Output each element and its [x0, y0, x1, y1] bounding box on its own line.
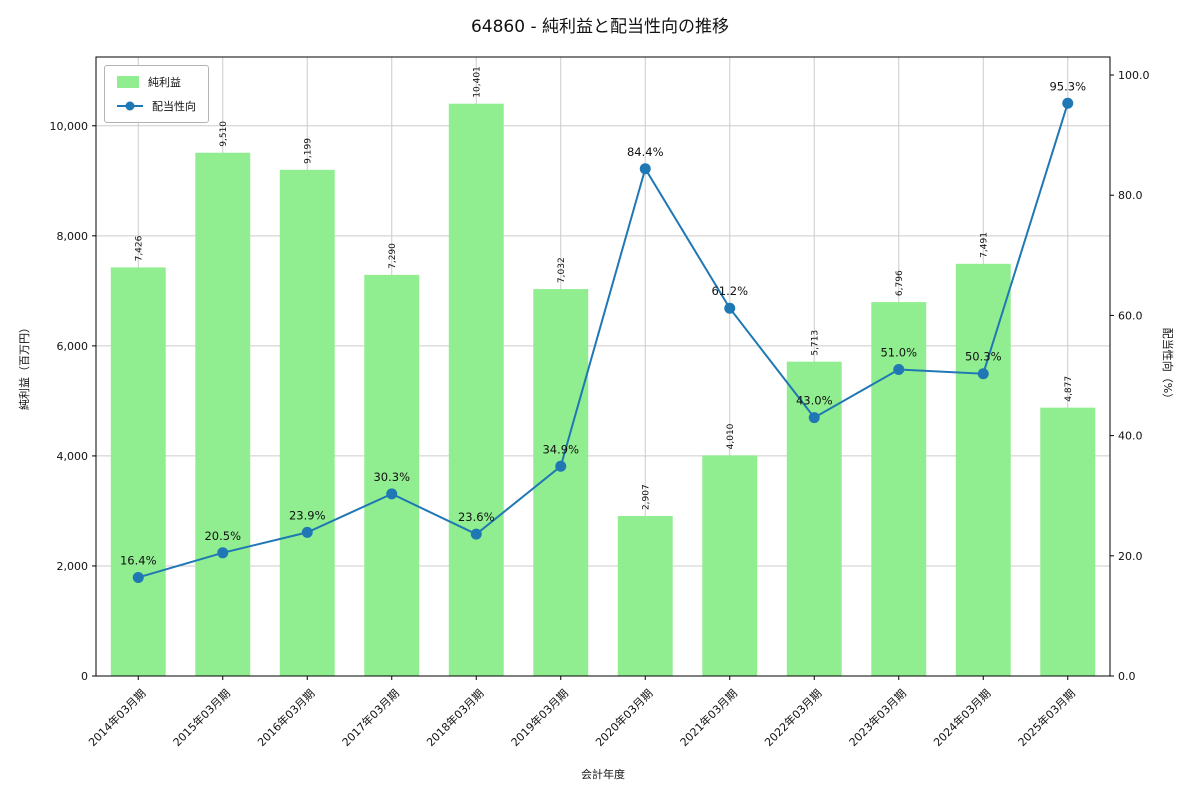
- legend-label-payout-ratio: 配当性向: [152, 100, 196, 113]
- y-axis-label-right: 配当性向（%）: [1161, 327, 1174, 405]
- x-tick-label: 2023年03月期: [846, 686, 909, 749]
- bar-net-profit: [364, 274, 420, 676]
- payout-ratio-label: 95.3%: [1049, 79, 1086, 93]
- x-tick-label: 2022年03月期: [761, 686, 824, 749]
- payout-ratio-marker: [470, 528, 482, 540]
- payout-ratio-marker: [555, 460, 567, 472]
- bar-value-label: 7,426: [135, 235, 145, 261]
- x-tick-label: 2019年03月期: [508, 686, 571, 749]
- legend-label-net-profit: 純利益: [148, 76, 181, 89]
- legend-item-net-profit: 純利益: [117, 74, 196, 90]
- payout-ratio-label: 51.0%: [880, 346, 917, 360]
- y-tick-label-left: 8,000: [57, 230, 89, 243]
- bar-net-profit: [1040, 407, 1096, 676]
- payout-ratio-label: 30.3%: [373, 470, 410, 484]
- x-tick-label: 2025年03月期: [1015, 686, 1078, 749]
- y-tick-label-right: 0.0: [1118, 670, 1136, 683]
- bar-value-label: 4,877: [1064, 376, 1074, 402]
- x-tick-label: 2017年03月期: [339, 686, 402, 749]
- bar-swatch-icon: [117, 76, 139, 88]
- payout-ratio-marker: [893, 364, 905, 376]
- bar-value-label: 5,713: [811, 330, 821, 356]
- x-tick-label: 2018年03月期: [423, 686, 486, 749]
- payout-ratio-label: 23.6%: [458, 510, 495, 524]
- x-tick-label: 2014年03月期: [85, 686, 148, 749]
- payout-ratio-label: 23.9%: [289, 508, 326, 522]
- payout-ratio-marker: [386, 488, 398, 500]
- plot-border: [95, 56, 1111, 677]
- bar-value-label: 9,510: [219, 121, 229, 147]
- bar-net-profit: [617, 516, 673, 676]
- payout-ratio-marker: [1062, 97, 1074, 109]
- bar-net-profit: [702, 455, 758, 676]
- payout-ratio-marker: [808, 412, 820, 424]
- y-tick-label-right: 40.0: [1118, 430, 1143, 443]
- legend-item-payout-ratio: 配当性向: [117, 98, 196, 114]
- x-tick-label: 2024年03月期: [930, 686, 993, 749]
- x-tick-label: 2020年03月期: [592, 686, 655, 749]
- bar-value-label: 7,491: [980, 232, 990, 258]
- payout-ratio-label: 34.9%: [542, 442, 579, 456]
- bar-value-label: 6,796: [895, 270, 905, 296]
- payout-ratio-marker: [132, 571, 144, 583]
- y-tick-label-left: 2,000: [57, 560, 89, 573]
- payout-ratio-line: [137, 102, 1069, 579]
- chart-title: 64860 - 純利益と配当性向の推移: [470, 17, 730, 37]
- legend: 純利益 配当性向: [104, 65, 209, 123]
- y-tick-label-right: 20.0: [1118, 550, 1143, 563]
- bar-value-label: 4,010: [726, 423, 736, 449]
- payout-ratio-marker: [639, 163, 651, 175]
- y-tick-label-left: 10,000: [50, 120, 89, 133]
- bar-net-profit: [279, 169, 335, 676]
- payout-ratio-marker: [217, 547, 229, 559]
- y-tick-label-left: 0: [81, 670, 88, 683]
- bar-net-profit: [110, 267, 166, 676]
- bar-value-label: 10,401: [473, 66, 483, 98]
- bar-value-label: 9,199: [304, 138, 314, 164]
- bar-value-label: 7,290: [388, 243, 398, 269]
- x-tick-label: 2021年03月期: [677, 686, 740, 749]
- payout-ratio-marker: [301, 526, 313, 538]
- line-swatch-icon: [117, 101, 143, 111]
- bar-net-profit: [448, 103, 504, 676]
- payout-ratio-marker: [977, 368, 989, 380]
- y-tick-label-right: 60.0: [1118, 309, 1143, 322]
- payout-ratio-label: 84.4%: [627, 145, 664, 159]
- x-tick-label: 2016年03月期: [254, 686, 317, 749]
- payout-ratio-marker: [724, 302, 736, 314]
- x-axis-label: 会計年度: [581, 768, 625, 781]
- bar-value-label: 2,907: [642, 484, 652, 510]
- marker-dot-icon: [125, 101, 135, 111]
- payout-ratio-label: 16.4%: [120, 553, 157, 567]
- bar-net-profit: [195, 152, 251, 677]
- y-tick-label-right: 100.0: [1118, 69, 1150, 82]
- y-tick-label-right: 80.0: [1118, 189, 1143, 202]
- bar-net-profit: [786, 361, 842, 676]
- bar-net-profit: [533, 289, 589, 676]
- bar-value-label: 7,032: [557, 257, 567, 283]
- y-tick-label-left: 6,000: [57, 340, 89, 353]
- payout-ratio-label: 20.5%: [204, 529, 241, 543]
- bar-net-profit: [955, 263, 1011, 676]
- y-axis-label-left: 純利益（百万円）: [18, 322, 31, 410]
- payout-ratio-label: 43.0%: [796, 394, 833, 408]
- y-tick-label-left: 4,000: [57, 450, 89, 463]
- payout-ratio-label: 50.3%: [965, 350, 1002, 364]
- x-tick-label: 2015年03月期: [170, 686, 233, 749]
- payout-ratio-label: 61.2%: [711, 284, 748, 298]
